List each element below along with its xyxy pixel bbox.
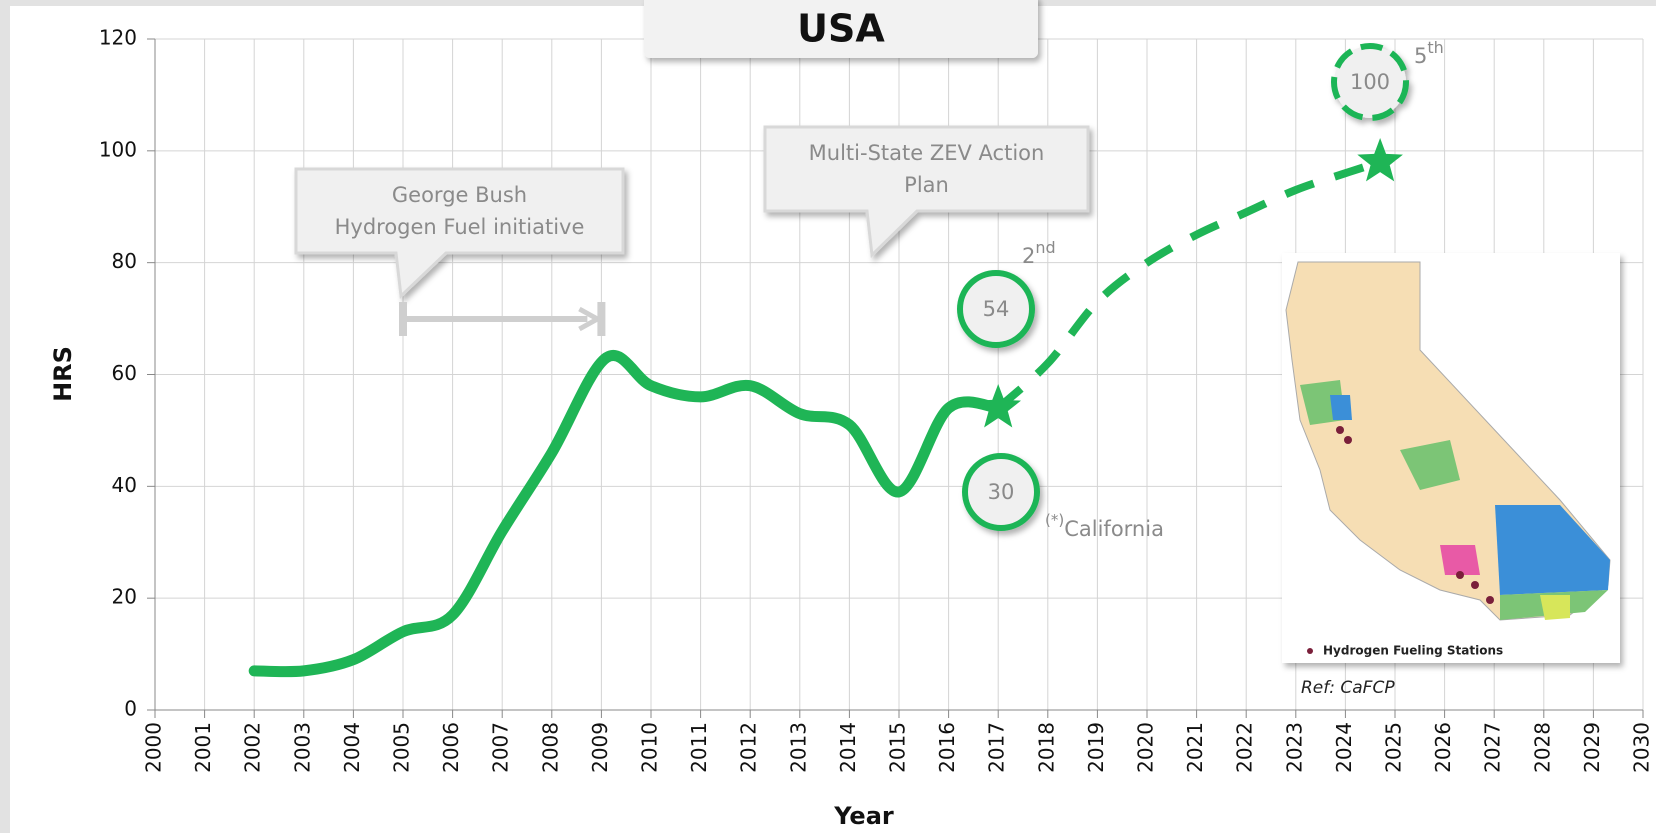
map-region [1400,440,1460,490]
x-tick-label: 2030 [1630,722,1654,773]
x-tick-label: 2029 [1580,722,1604,773]
grid: 0 20 40 60 80 100 120 2000 2001 2002 2003 2004 2005 2… [99,26,1654,773]
map-region [1330,395,1352,420]
badge-circle [957,270,1035,348]
map-region [1440,545,1480,575]
x-tick-label: 2008 [538,722,562,773]
x-tick-label: 2025 [1382,722,1406,773]
x-tick-label: 2024 [1332,722,1356,773]
x-tick-label: 2019 [1084,722,1108,773]
badge-circle [962,453,1040,531]
x-tick-label: 2028 [1530,722,1554,773]
map-ref: Ref: CaFCP [1301,678,1395,698]
x-tick-label: 2007 [489,722,513,773]
rank: 5 [1414,44,1427,68]
callout-text: Hydrogen Fuel initiative [335,215,585,239]
callout-bubble [294,167,625,300]
y-axis-label: HRS [49,346,77,402]
x-tick-label: 2020 [1134,722,1158,773]
callout-text: George Bush [392,183,527,207]
y-tick-label: 60 [112,361,137,385]
x-tick-label: 2012 [737,722,761,773]
x-tick-label: 2018 [1034,722,1058,773]
x-tick-label: 2027 [1481,722,1505,773]
callout-text: Plan [904,173,949,197]
x-tick-label: 2000 [142,722,166,773]
callout-bubble [763,125,1090,259]
title-bg [644,0,1038,58]
x-tick-label: 2013 [786,722,810,773]
note-text: California [1064,517,1164,541]
x-tick-label: 2022 [1233,722,1257,773]
note-mark: (*) [1045,511,1064,529]
map: Hydrogen Fueling Stations Ref: CaFCP [1282,253,1620,698]
x-tick-label: 2010 [638,722,662,773]
x-axis-label: Year [833,802,894,830]
note: (*)California [1045,511,1164,542]
x-tick-label: 2001 [191,722,215,773]
badge-text: 30 [988,480,1015,504]
badge-rank: 5th [1414,38,1444,69]
y-tick-label: 40 [112,473,137,497]
map-station [1344,436,1352,444]
x-tick-label: 2005 [390,722,414,773]
rank-suffix: th [1427,38,1443,57]
map-region [1495,505,1610,595]
map-station [1471,581,1479,589]
x-tick-label: 2017 [985,722,1009,773]
rank: 2 [1022,244,1035,268]
plot [248,138,1403,678]
x-tick-label: 2011 [687,722,711,773]
x-tick-label: 2004 [340,722,364,773]
badge-text: 54 [983,297,1010,321]
line [995,158,1382,412]
callout: George Bush Hydrogen Fuel initiative [294,167,625,336]
map-station [1336,426,1344,434]
map-region [1540,595,1570,620]
x-tick-label: 2023 [1282,722,1306,773]
map-legend: Hydrogen Fueling Stations [1323,644,1503,658]
map-legend-dot [1307,648,1313,654]
x-tick-label: 2014 [836,722,860,773]
x-tick-label: 2015 [886,722,910,773]
line [248,350,1004,678]
badge-circle [1331,43,1409,121]
star-marker [1357,138,1403,182]
callout: Multi-State ZEV Action Plan [763,125,1090,259]
title-box: USA [644,0,1038,58]
chart-title: USA [797,7,885,51]
star-marker [975,384,1022,428]
y-tick-label: 80 [112,249,137,273]
x-tick-label: 2021 [1183,722,1207,773]
x-tick-label: 2006 [439,722,463,773]
callout-text: Multi-State ZEV Action [809,141,1045,165]
x-tick-label: 2002 [241,722,265,773]
x-tick-label: 2026 [1431,722,1455,773]
map-station [1486,596,1494,604]
map-station [1456,571,1464,579]
badge-text: 100 [1350,70,1390,94]
x-tick-label: 2009 [588,722,612,773]
rank-suffix: nd [1035,238,1055,257]
y-tick-label: 100 [99,137,137,161]
y-tick-label: 0 [124,697,137,721]
y-tick-label: 20 [112,585,137,609]
x-tick-label: 2003 [290,722,314,773]
x-tick-label: 2016 [935,722,959,773]
y-tick-label: 120 [99,26,137,50]
badge-rank: 2nd [1022,238,1056,269]
